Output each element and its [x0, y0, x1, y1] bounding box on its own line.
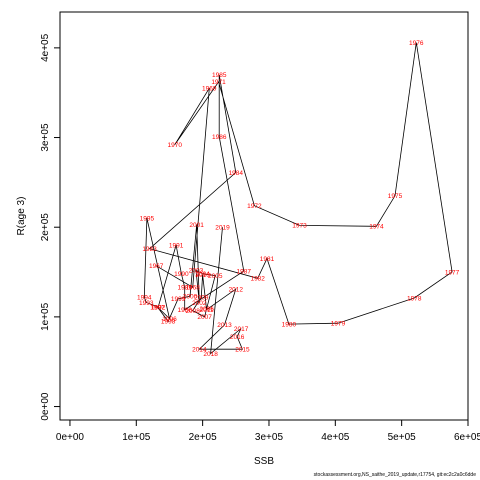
point-label: 2014	[192, 346, 207, 353]
series-line	[143, 42, 453, 355]
point-label: 1979	[331, 320, 346, 327]
point-label: 2015	[235, 346, 250, 353]
x-tick-label: 4e+05	[321, 432, 350, 443]
point-label: 1971	[211, 79, 226, 86]
point-label: 1983	[142, 246, 157, 253]
point-label: 1996	[162, 316, 177, 323]
point-label: 1989	[177, 285, 192, 292]
point-label: 1970	[168, 142, 183, 149]
point-label: 2019	[215, 225, 230, 232]
point-label: 2006	[199, 306, 214, 313]
x-tick-label: 2e+05	[189, 432, 218, 443]
footnote: stockassessment.org,NS_saithe_2019_updat…	[313, 472, 476, 478]
x-axis-label: SSB	[254, 456, 274, 467]
point-label: 1988	[177, 307, 192, 314]
point-label: 1999	[171, 296, 186, 303]
x-tick-label: 1e+05	[122, 432, 151, 443]
point-label: 2005	[208, 273, 223, 280]
point-label: 1994	[137, 294, 152, 301]
point-label: 2011	[200, 307, 214, 314]
point-label: 1998	[161, 319, 176, 326]
point-label: 1975	[388, 193, 403, 200]
point-label: 1968	[185, 285, 200, 292]
point-label: 1990	[174, 271, 189, 278]
y-tick-label: 3e+05	[40, 123, 51, 152]
point-label: 2004	[195, 271, 210, 278]
x-tick-label: 6e+05	[454, 432, 480, 443]
point-label: 1992	[151, 304, 166, 311]
point-label: 2017	[234, 326, 249, 333]
point-label: 1982	[250, 276, 265, 283]
point-label: 1976	[409, 40, 424, 47]
point-labels: 1967 1968 1969 1970 1971 1972 1973 1974 1975 1976…	[137, 40, 460, 358]
point-label: 2008	[185, 308, 200, 315]
point-label: 1995	[140, 216, 155, 223]
y-axis: 0e+00 1e+05 2e+05 3e+05 4e+05	[40, 33, 60, 421]
point-label: 2016	[230, 334, 245, 341]
point-label: 1980	[282, 321, 297, 328]
point-label: 2012	[229, 286, 244, 293]
point-label: 2013	[217, 322, 232, 329]
point-label: 2007	[197, 314, 212, 321]
point-label: 1972	[247, 203, 262, 210]
point-label: 1997	[150, 304, 165, 311]
point-label: 1984	[229, 170, 244, 177]
y-tick-label: 2e+05	[40, 213, 51, 242]
point-label: 1969	[202, 86, 217, 93]
plot-frame	[59, 11, 469, 421]
x-tick-label: 0e+00	[56, 432, 85, 443]
x-axis: 0e+00 1e+05 2e+05 3e+05 4e+05 5e+05 6e+05	[56, 420, 480, 443]
x-tick-label: 5e+05	[388, 432, 417, 443]
point-label: 1987	[237, 268, 252, 275]
y-tick-label: 1e+05	[40, 302, 51, 331]
point-label: 1985	[212, 72, 227, 79]
point-label: 1981	[260, 256, 275, 263]
x-tick-label: 3e+05	[255, 432, 284, 443]
point-label: 2002	[192, 300, 207, 307]
y-axis-label: R(age 3)	[16, 197, 27, 236]
point-label: 1986	[212, 134, 227, 141]
point-label: 2009	[194, 294, 209, 301]
point-label: 1978	[407, 295, 422, 302]
point-label: 1991	[169, 242, 184, 249]
point-label: 2003	[189, 268, 204, 275]
point-label: 1977	[445, 269, 460, 276]
point-label: 2010	[195, 272, 210, 279]
point-label: 1993	[139, 300, 154, 307]
y-tick-label: 4e+05	[40, 33, 51, 62]
point-label: 1973	[292, 223, 307, 230]
point-label: 1974	[369, 224, 384, 231]
point-label: 2001	[189, 222, 204, 229]
y-tick-label: 0e+00	[40, 392, 51, 421]
point-label: 2018	[203, 351, 218, 358]
point-label: 2000	[183, 294, 198, 301]
point-label: 1967	[149, 263, 164, 270]
